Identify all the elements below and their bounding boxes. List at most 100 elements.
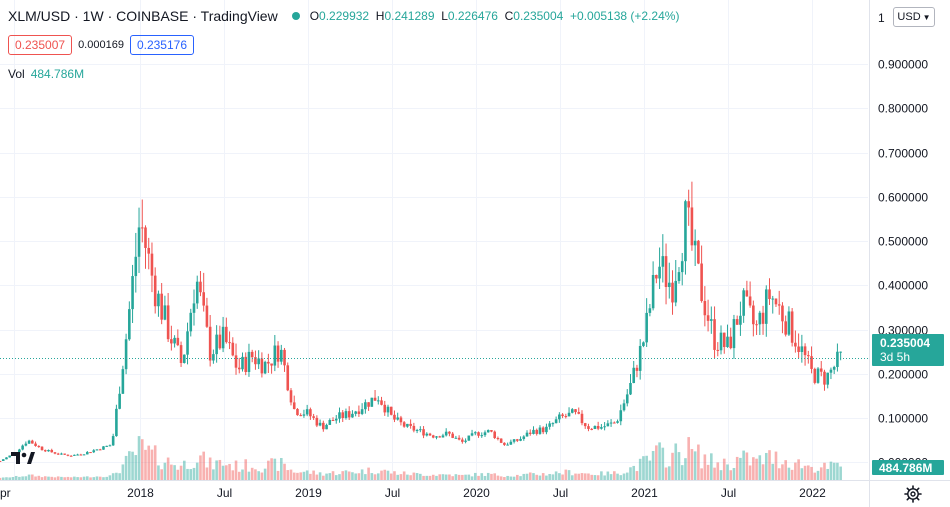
candle-body: [642, 342, 645, 346]
volume-bar: [638, 458, 642, 480]
candle-body: [134, 256, 138, 277]
candle-body: [742, 290, 745, 316]
volume-bar: [228, 463, 231, 480]
candle-body: [593, 425, 597, 429]
candle-body: [726, 336, 729, 348]
candle-body: [493, 431, 496, 439]
volume-bar: [755, 458, 758, 480]
candle-body: [276, 345, 280, 362]
volume-bar: [625, 472, 629, 480]
candle-body: [583, 423, 587, 427]
volume-bar: [616, 473, 619, 480]
candle-body: [31, 440, 34, 444]
candle-body: [66, 454, 70, 456]
volume-bar: [176, 469, 180, 480]
y-tick-label: 0.700000: [878, 147, 928, 161]
gear-icon[interactable]: [904, 485, 922, 503]
symbol-title[interactable]: XLM/USD · 1W · COINBASE · TradingView: [8, 8, 278, 24]
tradingview-logo-icon[interactable]: [10, 449, 36, 467]
volume-bar: [412, 472, 416, 480]
volume-bar: [706, 464, 710, 480]
volume-bar: [619, 475, 623, 480]
volume-bar: [777, 468, 781, 480]
sell-price-button[interactable]: 0.235007: [8, 35, 73, 55]
volume-bar: [690, 449, 694, 480]
candle-body: [0, 460, 2, 462]
volume-bar: [179, 465, 183, 480]
candle-body: [713, 319, 716, 350]
candle-body: [625, 394, 629, 404]
candle-body: [225, 326, 228, 343]
volume-bar: [493, 473, 496, 480]
volume-bar: [338, 474, 341, 480]
volume-bar: [826, 468, 830, 480]
volume-bar: [464, 474, 467, 480]
candle-body: [503, 442, 506, 445]
volume-bar: [234, 460, 238, 480]
volume-bar: [454, 474, 458, 480]
buy-price-button[interactable]: 0.235176: [129, 35, 195, 55]
candle-body: [131, 276, 134, 310]
candle-body: [92, 450, 96, 453]
candle-body: [5, 457, 8, 460]
volume-bar: [742, 450, 745, 480]
candle-body: [787, 311, 791, 335]
volume-bar: [664, 467, 668, 480]
volume-bar: [160, 469, 163, 480]
candle-body: [512, 439, 516, 442]
volume-bar: [153, 445, 157, 480]
volume-bar: [651, 450, 655, 480]
candle-body: [396, 417, 399, 420]
currency-dropdown[interactable]: USD ▼: [893, 7, 935, 27]
candle-body: [40, 446, 44, 451]
volume-bar: [797, 459, 800, 480]
volume-bar: [813, 472, 817, 480]
volume-bar: [283, 463, 286, 480]
candle-body: [309, 409, 312, 417]
candle-body: [289, 390, 293, 403]
candle-body: [21, 445, 24, 450]
volume-bar: [289, 469, 293, 480]
candle-body: [228, 342, 231, 344]
candle-body: [425, 433, 429, 436]
volume-bar: [89, 477, 92, 480]
volume-bar: [131, 451, 134, 480]
candle-body: [794, 342, 797, 347]
candle-body: [380, 400, 383, 405]
spread-value: 0.000169: [78, 39, 124, 51]
volume-bar: [82, 476, 86, 480]
candle-body: [700, 263, 703, 302]
candle-body: [470, 433, 474, 436]
volume-bar: [477, 475, 480, 480]
volume-bar: [5, 477, 8, 480]
volume-bar: [431, 474, 435, 480]
volume-bar: [37, 475, 41, 480]
currency-label: USD: [897, 11, 921, 23]
candle-body: [826, 372, 830, 385]
volume-label[interactable]: Vol: [8, 67, 25, 81]
candle-body: [393, 414, 396, 420]
volume-bar: [47, 476, 50, 480]
candle-body: [364, 402, 367, 410]
candle-body: [315, 417, 319, 426]
volume-bar: [490, 473, 493, 480]
volume-bar: [328, 473, 332, 480]
volume-bar: [771, 463, 775, 480]
candle-body: [525, 432, 529, 437]
candle-body: [108, 445, 112, 447]
y-tick-label: 0.800000: [878, 102, 928, 116]
candle-body: [247, 351, 251, 372]
candle-body: [554, 419, 558, 424]
candle-body: [739, 315, 742, 325]
volume-bar: [331, 471, 335, 480]
grid-lines: [0, 0, 868, 480]
volume-bar: [519, 476, 522, 480]
candle-body: [341, 412, 345, 418]
volume-bar: [351, 472, 354, 480]
volume-bar: [784, 460, 787, 480]
volume-bar: [315, 474, 319, 480]
candles: [0, 181, 842, 462]
candle-body: [823, 371, 826, 385]
candle-body: [60, 453, 63, 455]
